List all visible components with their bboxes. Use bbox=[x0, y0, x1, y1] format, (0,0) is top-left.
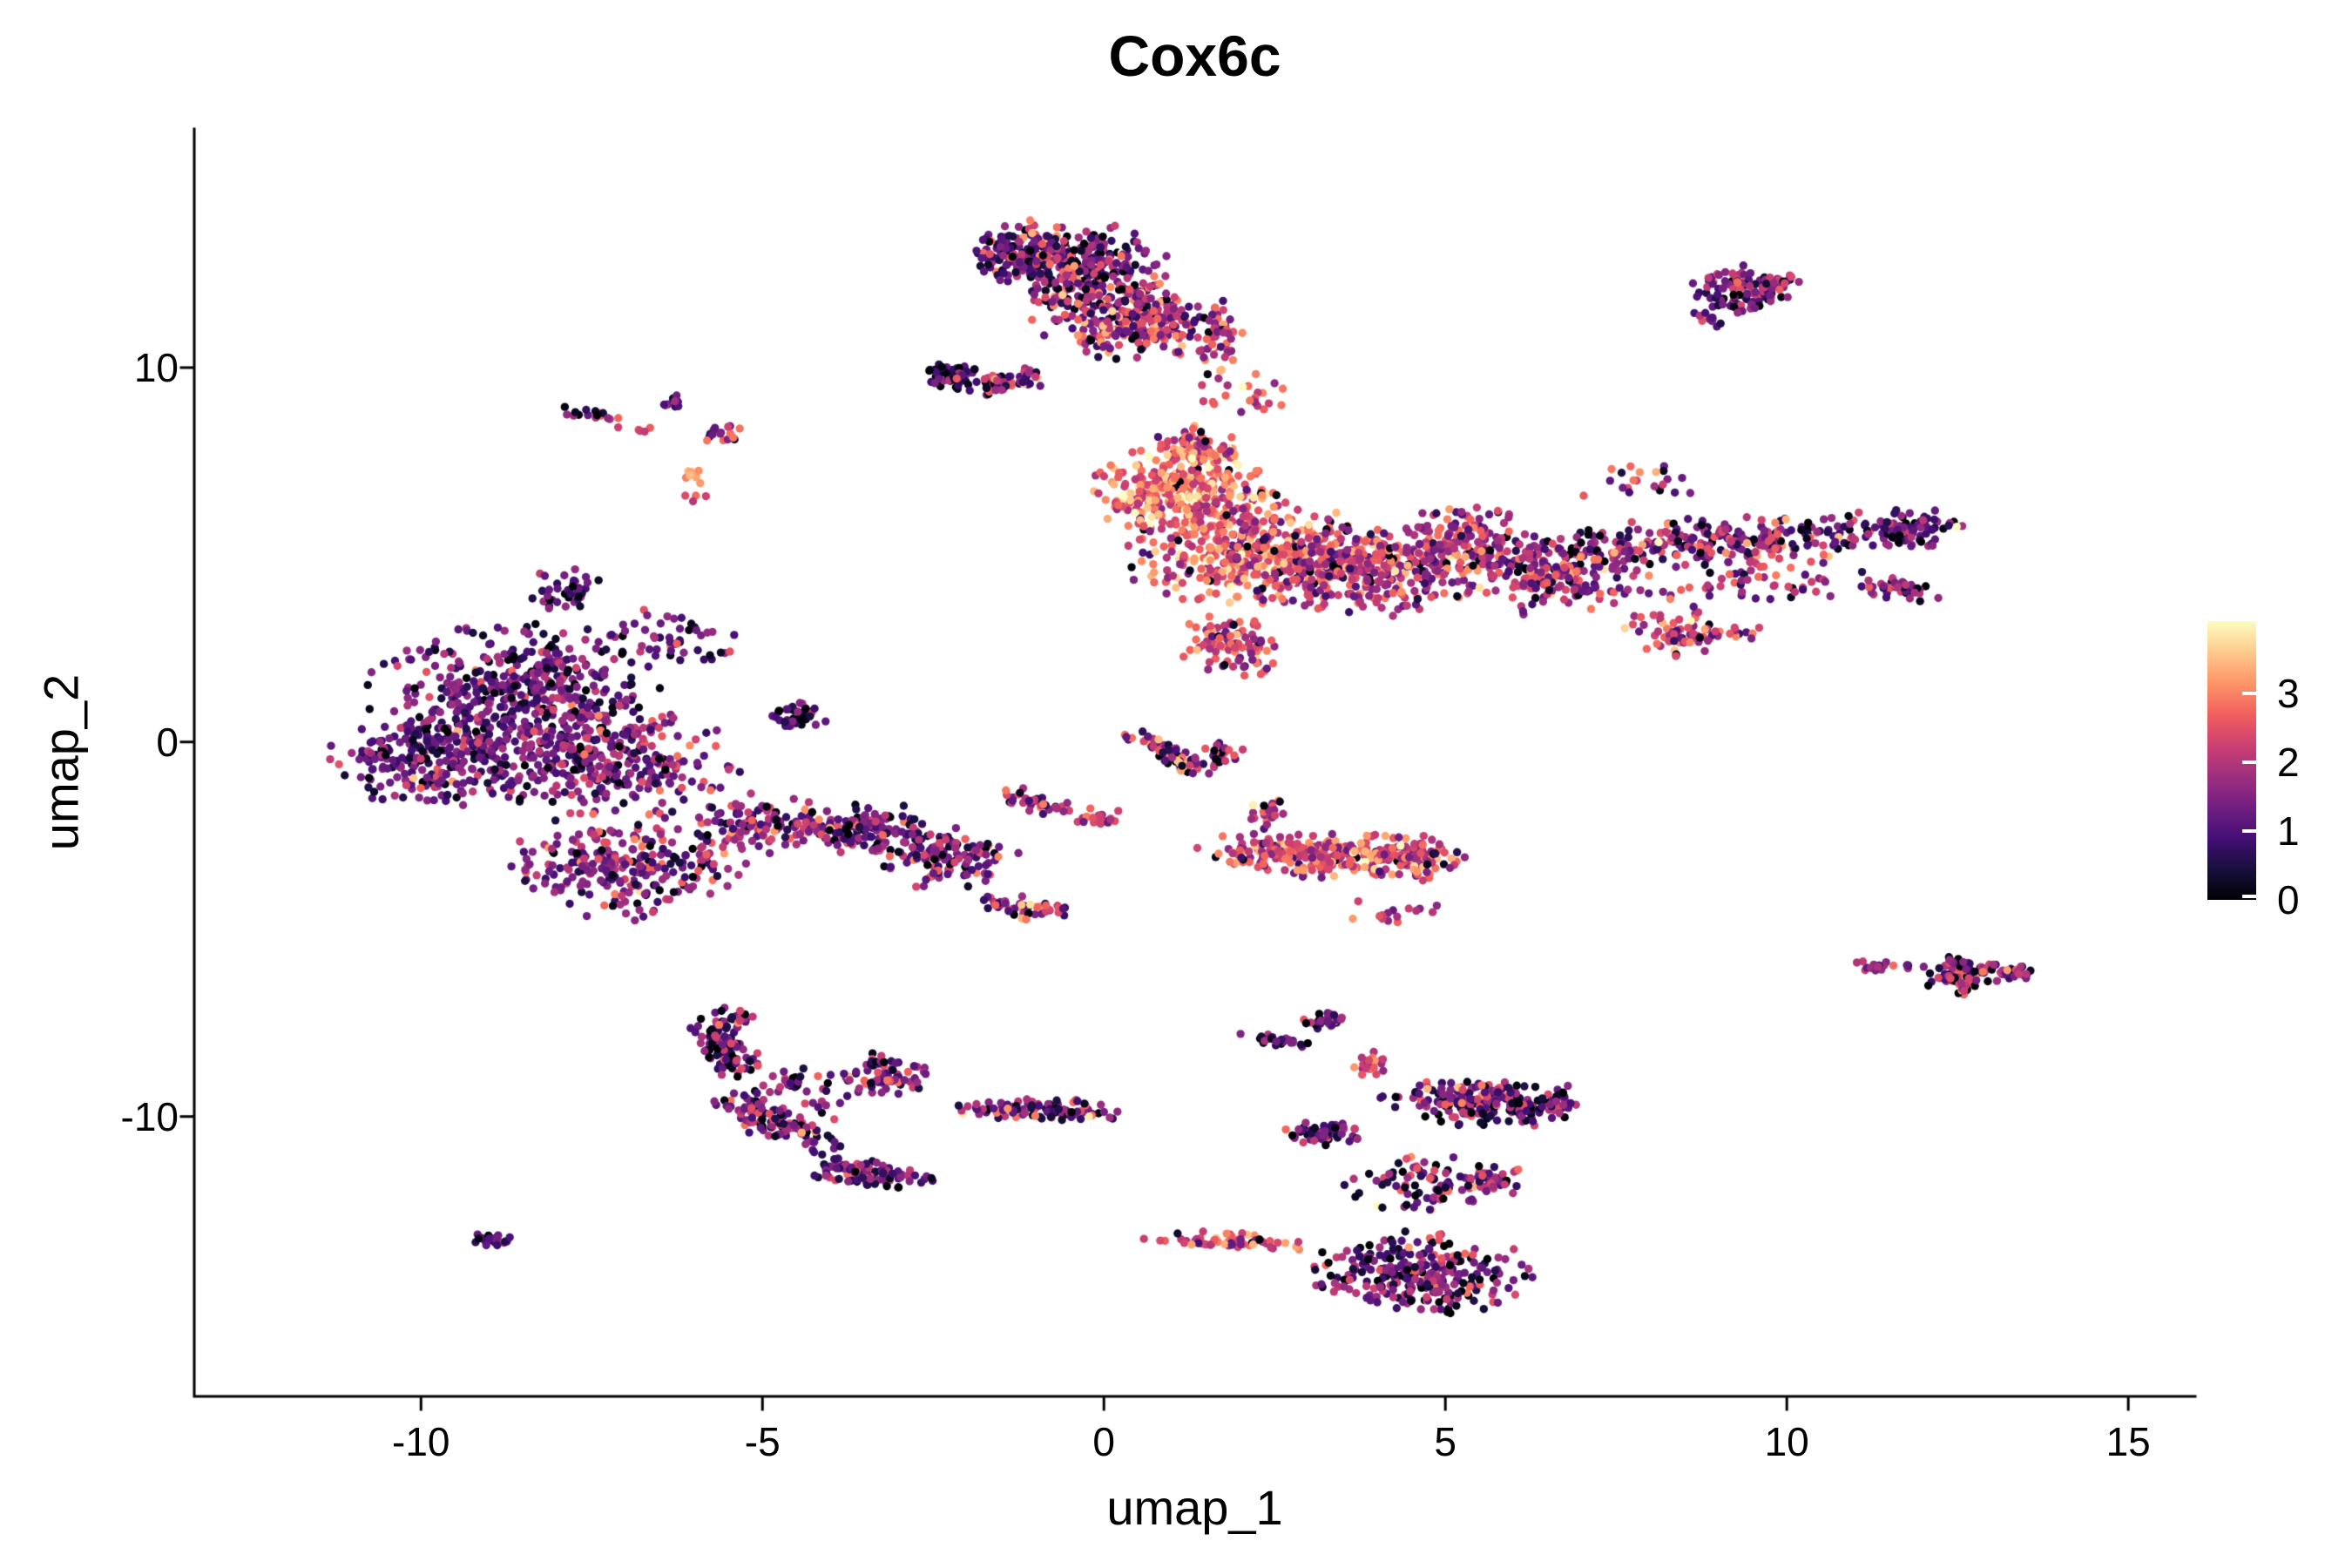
x-tick-label: 15 bbox=[2105, 1419, 2151, 1464]
plot-title: Cox6c bbox=[1108, 24, 1281, 88]
x-axis-title: umap_1 bbox=[1106, 1480, 1283, 1535]
x-tick-label: 10 bbox=[1764, 1419, 1809, 1464]
colorbar-tick-label: 1 bbox=[2277, 808, 2300, 854]
x-tick-label: -5 bbox=[744, 1419, 781, 1464]
colorbar-tick-mark bbox=[2242, 691, 2256, 695]
y-tick-label: 10 bbox=[133, 344, 179, 390]
colorbar-tick-mark bbox=[2242, 895, 2256, 898]
colorbar-tick-mark bbox=[2242, 828, 2256, 833]
y-tick-label: -10 bbox=[120, 1093, 179, 1139]
y-tick-label: 0 bbox=[156, 719, 179, 765]
colorbar-tick-label: 2 bbox=[2277, 739, 2300, 785]
x-tick-label: 5 bbox=[1434, 1419, 1456, 1464]
colorbar-tick-label: 0 bbox=[2277, 877, 2300, 923]
x-tick-label: -10 bbox=[392, 1419, 450, 1464]
colorbar-tick-mark bbox=[2242, 760, 2256, 764]
x-tick-label: 0 bbox=[1092, 1419, 1116, 1464]
colorbar-tick-label: 3 bbox=[2277, 670, 2300, 716]
